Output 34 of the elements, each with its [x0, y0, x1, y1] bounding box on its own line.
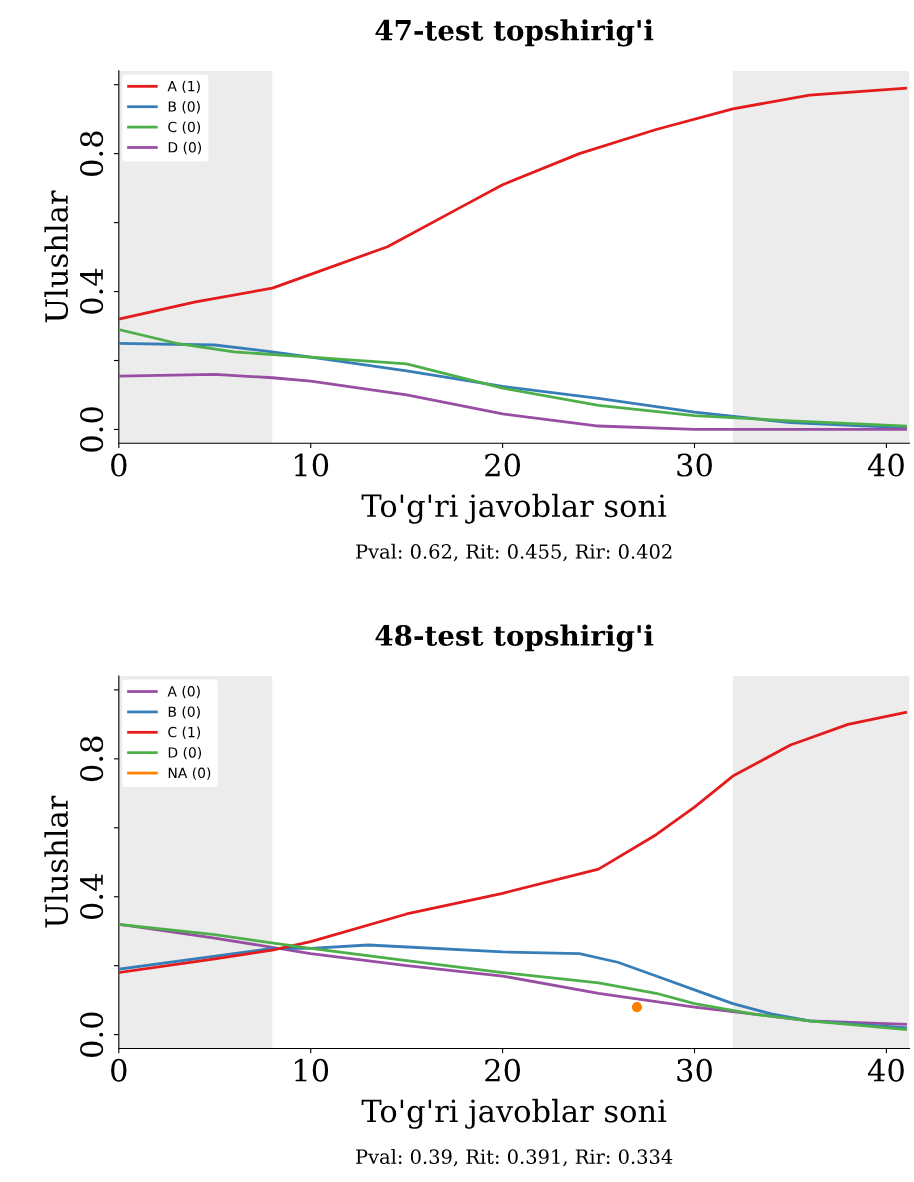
legend-label: D (0) — [168, 747, 202, 760]
legend-label: B (0) — [168, 101, 200, 114]
y-axis-title: Ulushlar — [44, 795, 69, 928]
x-axis-title: To'g'ri javoblar soni — [361, 1098, 667, 1129]
legend-label: C (0) — [168, 121, 201, 134]
x-tick-label: 0 — [111, 1058, 127, 1082]
text: Pval: 0.39, Rit: 0.391, Rir: 0.334 — [356, 1148, 673, 1167]
chart-title: 47-test topshirig'i — [375, 19, 654, 47]
legend-label: B (0) — [168, 706, 200, 719]
x-axis-title: To'g'ri javoblar soni — [361, 493, 667, 524]
legend-label: A (1) — [167, 80, 200, 94]
x-tick-label: 40 — [867, 1058, 904, 1082]
x-tick-label: 0 — [111, 453, 127, 477]
x-tick-label: 10 — [295, 453, 329, 477]
x-tick-label: 40 — [867, 453, 904, 477]
y-tick-label: 0.4 — [80, 873, 104, 920]
legend-label: NA (0) — [168, 767, 211, 780]
x-tick-label: 30 — [677, 1058, 712, 1082]
y-tick-label: 0.4 — [80, 268, 104, 314]
y-tick-label: 0.8 — [80, 736, 104, 782]
legend-label: A (0) — [167, 685, 200, 699]
x-tick-label: 10 — [295, 1058, 329, 1082]
legend-label: D (0) — [168, 141, 202, 155]
y-tick-label: 0.0 — [80, 1012, 104, 1057]
y-tick-label: 0.0 — [80, 407, 104, 452]
line-series — [118, 372, 907, 431]
text: Pval: 0.62, Rit: 0.455, Rir: 0.402 — [356, 543, 672, 562]
chart-title: 48-test topshirig'i — [375, 624, 654, 652]
x-tick-label: 30 — [677, 453, 712, 477]
y-axis-title: Ulushlar — [44, 190, 69, 323]
y-tick-label: 0.8 — [80, 131, 104, 176]
legend-label: C (1) — [168, 726, 201, 739]
x-tick-label: 20 — [485, 453, 521, 477]
x-tick-label: 20 — [485, 1058, 521, 1082]
